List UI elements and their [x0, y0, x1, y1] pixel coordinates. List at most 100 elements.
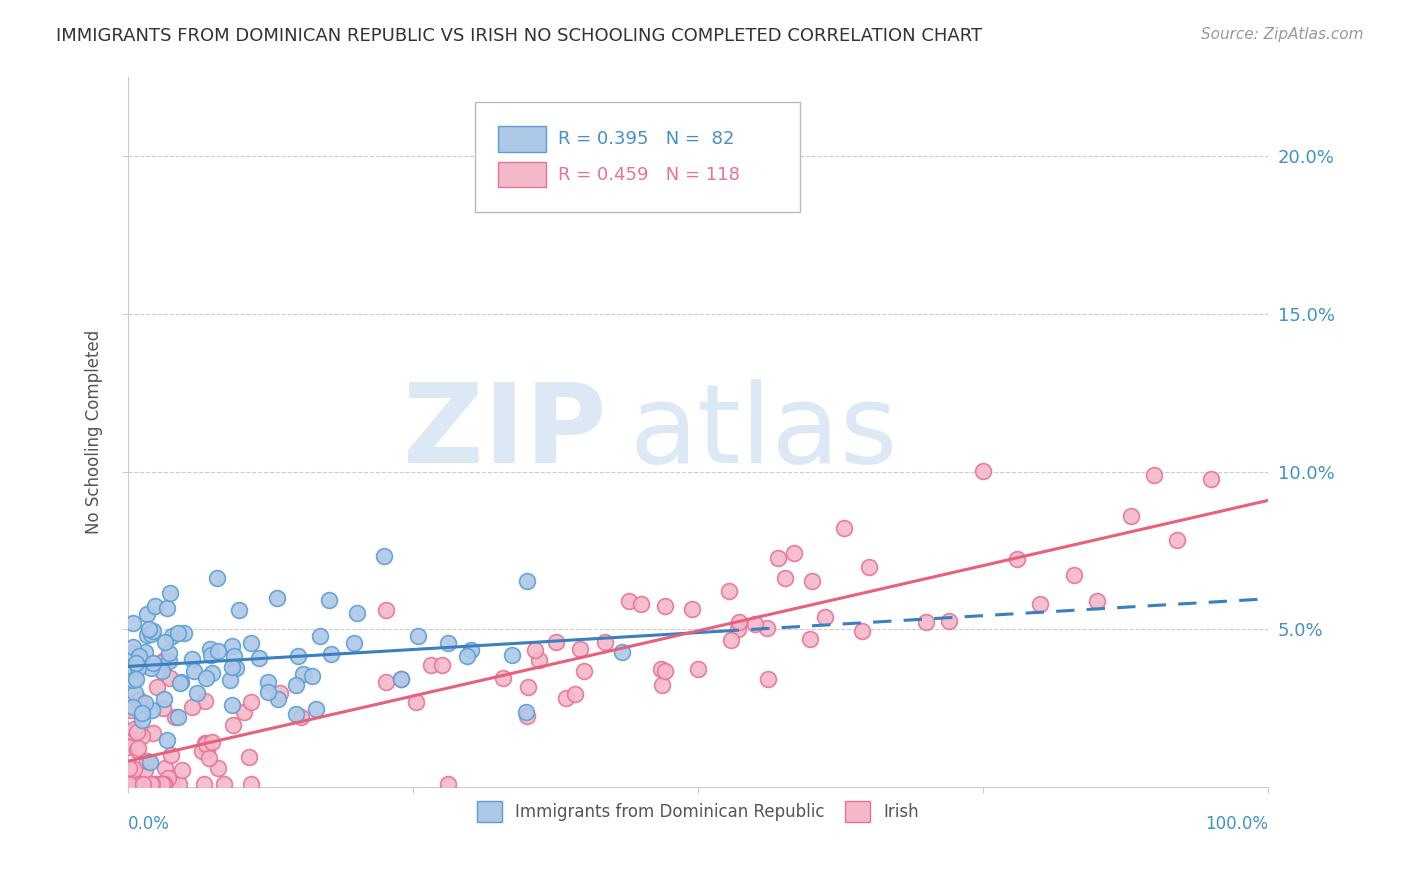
Point	[240, 636, 263, 650]
Point	[292, 667, 315, 681]
Point	[128, 649, 150, 664]
Point	[141, 777, 163, 791]
Point	[1143, 468, 1166, 483]
Point	[194, 736, 217, 750]
Point	[128, 693, 150, 707]
Point	[146, 680, 169, 694]
Text: IMMIGRANTS FROM DOMINICAN REPUBLIC VS IRISH NO SCHOOLING COMPLETED CORRELATION C: IMMIGRANTS FROM DOMINICAN REPUBLIC VS IR…	[56, 27, 983, 45]
Point	[169, 777, 191, 791]
Point	[814, 610, 837, 624]
Point	[782, 546, 804, 560]
Point	[257, 674, 280, 689]
Point	[374, 674, 396, 689]
Point	[686, 662, 709, 676]
Point	[572, 664, 595, 678]
Point	[152, 655, 174, 669]
Point	[858, 560, 880, 574]
Text: atlas: atlas	[630, 379, 898, 485]
Point	[727, 622, 749, 636]
Point	[124, 662, 146, 676]
Point	[1029, 597, 1052, 611]
Point	[651, 678, 673, 692]
Point	[375, 602, 398, 616]
Point	[198, 751, 221, 765]
Point	[610, 645, 633, 659]
Point	[159, 671, 181, 685]
Point	[515, 705, 537, 719]
Point	[131, 713, 153, 727]
Point	[153, 777, 176, 791]
Point	[143, 599, 166, 613]
Text: R = 0.395   N =  82: R = 0.395 N = 82	[558, 130, 734, 148]
Point	[142, 656, 165, 670]
Point	[221, 698, 243, 713]
Y-axis label: No Schooling Completed: No Schooling Completed	[86, 330, 103, 534]
Point	[343, 636, 366, 650]
Point	[492, 671, 515, 685]
Point	[120, 777, 142, 791]
FancyBboxPatch shape	[498, 161, 546, 187]
Point	[131, 777, 153, 791]
Point	[118, 761, 141, 775]
Point	[529, 653, 551, 667]
Text: ZIP: ZIP	[404, 379, 606, 485]
Point	[125, 656, 148, 670]
Point	[156, 732, 179, 747]
Point	[305, 702, 328, 716]
Point	[915, 615, 938, 630]
Point	[1166, 533, 1188, 547]
Text: 100.0%: 100.0%	[1205, 815, 1268, 833]
Point	[120, 703, 142, 717]
Point	[132, 777, 155, 791]
Point	[120, 733, 142, 747]
Point	[150, 777, 173, 791]
Point	[744, 617, 766, 632]
Point	[290, 710, 312, 724]
Point	[207, 644, 229, 658]
Point	[122, 646, 145, 660]
Point	[118, 777, 141, 791]
Point	[287, 649, 309, 664]
Point	[595, 635, 617, 649]
Point	[159, 586, 181, 600]
Point	[156, 771, 179, 785]
Point	[167, 709, 190, 723]
Text: 0.0%: 0.0%	[128, 815, 170, 833]
Point	[222, 717, 245, 731]
Point	[141, 703, 163, 717]
Point	[152, 692, 174, 706]
Point	[122, 699, 145, 714]
Point	[125, 777, 148, 791]
Point	[309, 629, 332, 643]
Point	[205, 571, 228, 585]
Point	[134, 763, 156, 777]
Point	[120, 777, 142, 791]
Point	[183, 665, 205, 679]
Point	[460, 643, 482, 657]
Point	[136, 628, 159, 642]
Point	[194, 737, 217, 751]
Point	[221, 639, 243, 653]
Point	[212, 777, 235, 791]
Point	[408, 629, 430, 643]
Point	[851, 624, 873, 639]
Point	[630, 598, 652, 612]
Point	[157, 654, 180, 668]
Point	[173, 626, 195, 640]
Point	[163, 709, 186, 723]
Point	[152, 701, 174, 715]
Point	[160, 777, 183, 791]
Point	[224, 648, 246, 663]
Point	[145, 777, 167, 791]
Point	[157, 646, 180, 660]
Point	[169, 676, 191, 690]
Point	[284, 678, 307, 692]
Point	[756, 672, 779, 686]
Point	[139, 627, 162, 641]
Point	[544, 635, 567, 649]
Point	[194, 671, 217, 685]
Point	[124, 777, 146, 791]
Point	[766, 550, 789, 565]
Point	[122, 777, 145, 791]
Point	[240, 777, 263, 791]
